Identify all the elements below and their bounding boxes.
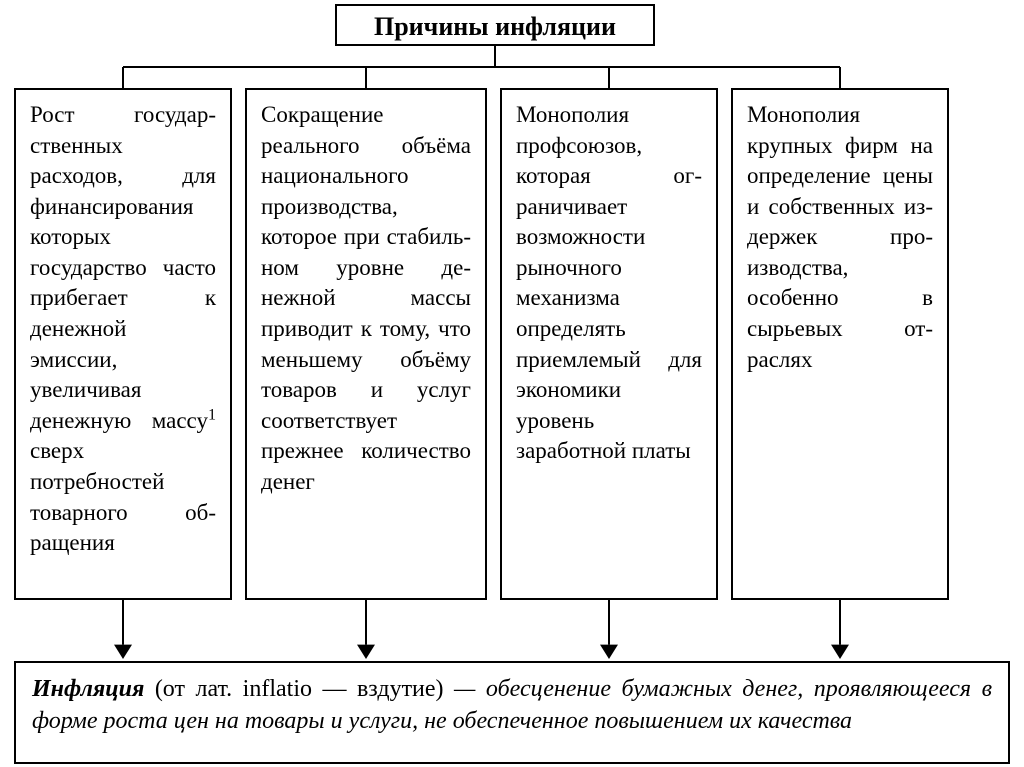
diagram-stage: Причины инфляции Рост государ­ственных р…	[0, 0, 1024, 767]
cause-text-3: Монополия профсоюзов, которая ог­раничив…	[516, 102, 702, 463]
cause-text-1: Рост государ­ственных расходов, для фина…	[30, 102, 216, 555]
title-box: Причины инфляции	[335, 4, 655, 46]
definition-paren: (от лат. inflatio — вздутие)	[155, 676, 444, 702]
cause-text-4: Монополия крупных фирм на оп­ределение ц…	[747, 102, 933, 372]
cause-col-1: Рост государ­ственных расходов, для фина…	[14, 88, 232, 600]
definition-box: Инфляция (от лат. inflatio — вздутие) — …	[14, 661, 1010, 764]
cause-col-3: Монополия профсоюзов, которая ог­раничив…	[500, 88, 718, 600]
cause-col-2: Сокращение реального объё­ма националь­н…	[245, 88, 487, 600]
definition-term: Инфляция	[32, 676, 144, 702]
cause-col-4: Монополия крупных фирм на оп­ределение ц…	[731, 88, 949, 600]
cause-text-2: Сокращение реального объё­ма националь­н…	[261, 102, 471, 494]
